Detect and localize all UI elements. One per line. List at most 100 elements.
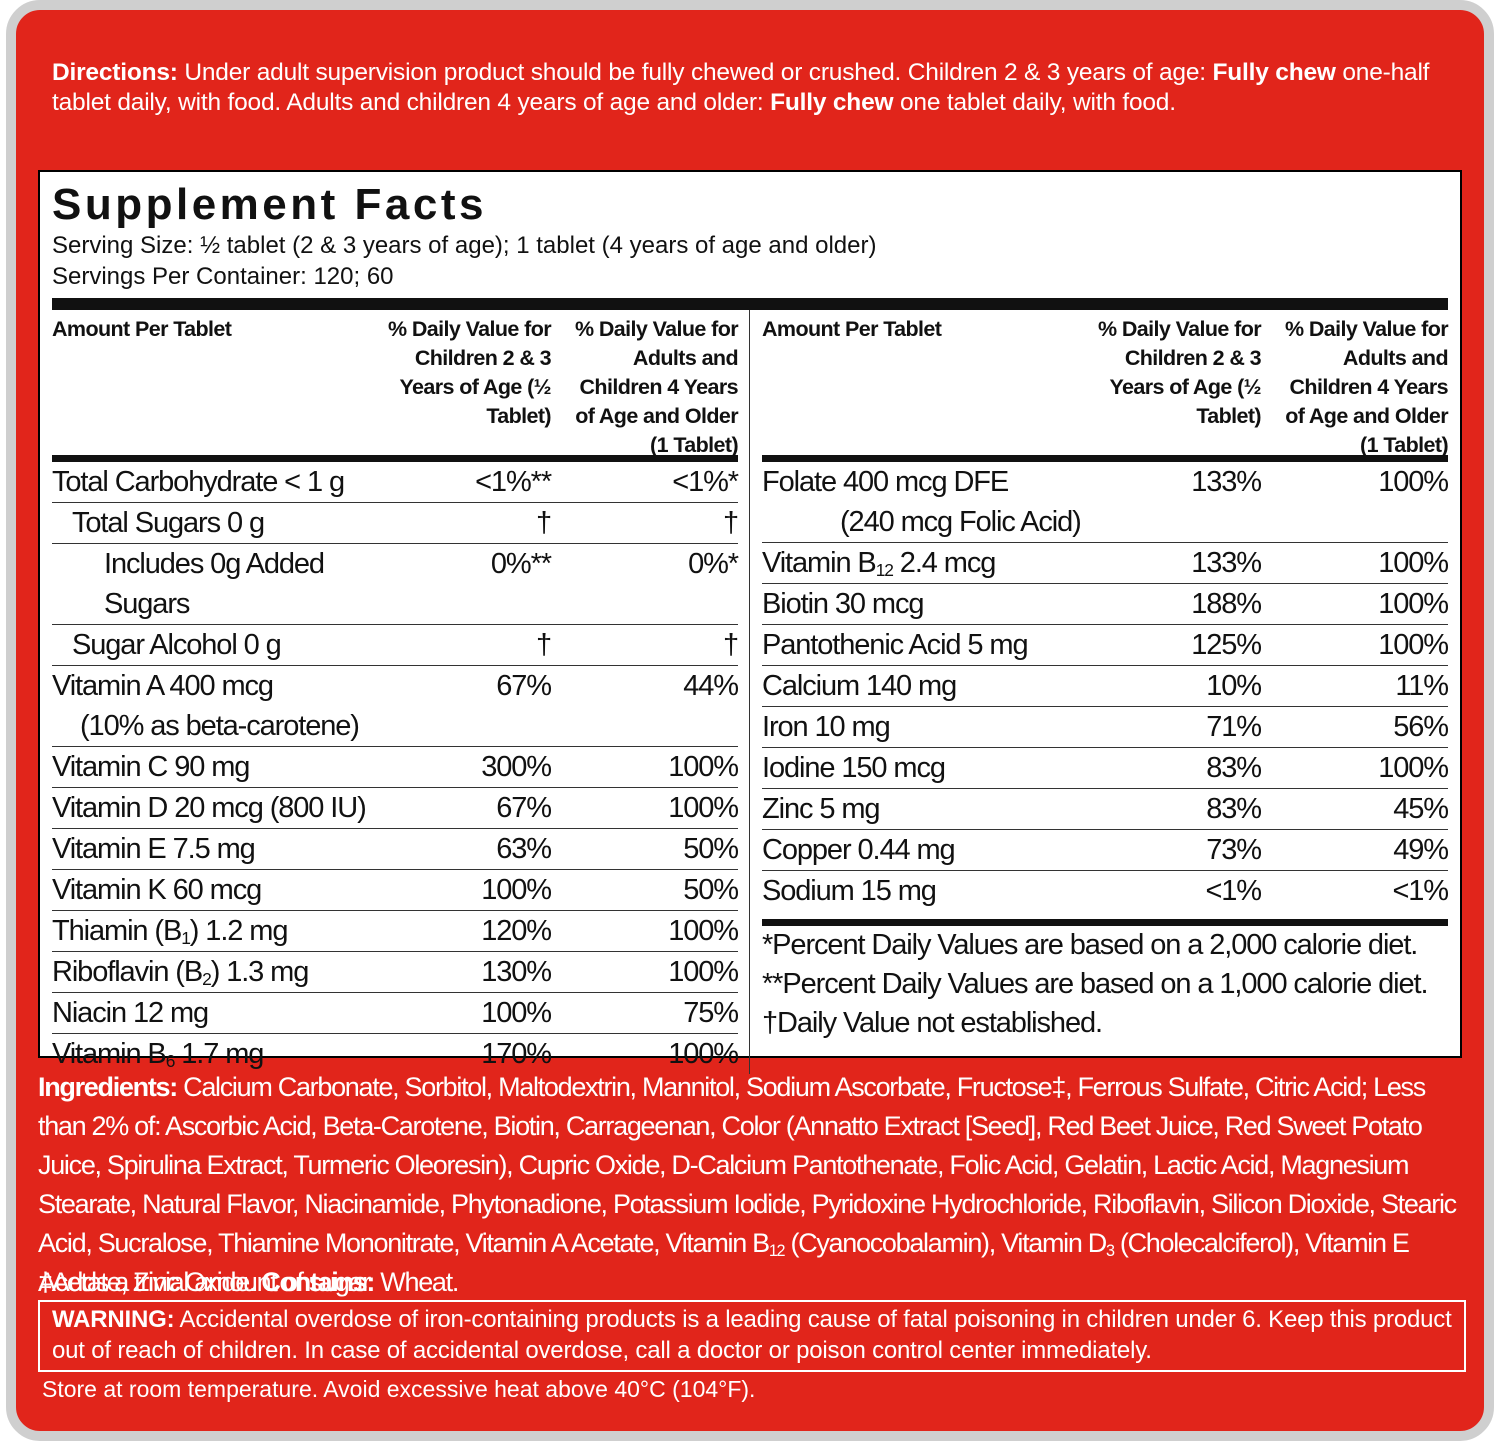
text: Includes 0g Added Sugars	[104, 548, 325, 620]
nutrient-row: Iodine 150 mcg 83% 100%	[762, 747, 1449, 788]
dv-children: 71%	[1206, 711, 1262, 743]
nutrient-name: Iron 10 mg	[762, 707, 1091, 747]
directions: Directions: Under adult supervision prod…	[52, 58, 1452, 118]
nutrient-name: Iodine 150 mcg	[762, 748, 1091, 788]
text: Calcium 140 mg	[762, 670, 957, 702]
nutrient-name: Vitamin B6 1.7 mg	[52, 1034, 381, 1074]
dv-adults: 100%	[1378, 466, 1449, 498]
text: Total Sugars 0 g	[72, 507, 265, 539]
nutrient-name: Calcium 140 mg	[762, 666, 1091, 706]
right-table: Amount Per Tablet % Daily Value for Child…	[750, 310, 1449, 1074]
facts-table: Amount Per Tablet % Daily Value for Child…	[52, 298, 1449, 1074]
nutrient-row: Total Carbohydrate < 1 g <1%** <1%*	[52, 462, 739, 502]
text: Iron 10 mg	[762, 711, 891, 743]
dv-children: 130%	[481, 956, 552, 988]
text: Thiamin (B	[52, 915, 182, 947]
text: Vitamin E 7.5 mg	[52, 833, 256, 865]
text: 1.7 mg	[174, 1038, 264, 1070]
text: Biotin 30 mcg	[762, 588, 925, 620]
nutrient-name: Vitamin E 7.5 mg	[52, 829, 381, 869]
dv-adults: 49%	[1393, 834, 1449, 866]
nutrient-row: Vitamin E 7.5 mg 63% 50%	[52, 828, 739, 869]
nutrient-name: Includes 0g Added Sugars	[52, 544, 381, 624]
nutrient-row: Zinc 5 mg 83% 45%	[762, 788, 1449, 829]
dv-adults: <1%	[1392, 875, 1449, 907]
footnote: *Percent Daily Values are based on a 2,0…	[762, 929, 1418, 961]
bold-text: Directions:	[52, 59, 178, 86]
dv-adults: <1%*	[672, 466, 739, 498]
nutrient-name: Copper 0.44 mg	[762, 830, 1091, 870]
nutrient-row: Folate 400 mcg DFE (240 mcg Folic Acid) 13…	[762, 462, 1449, 542]
table-header: Amount Per Tablet % Daily Value for Child…	[52, 310, 739, 462]
footnote: †Daily Value not established.	[762, 1007, 1103, 1039]
column-header: Amount Per Tablet	[762, 317, 942, 341]
nutrient-row: Iron 10 mg 71% 56%	[762, 706, 1449, 747]
nutrient-name: Vitamin A 400 mcg (10% as beta-carotene)	[52, 666, 381, 746]
nutrient-name: Vitamin K 60 mcg	[52, 870, 381, 910]
nutrient-name: Total Carbohydrate < 1 g	[52, 462, 381, 502]
serving-size: Serving Size: ½ tablet (2 & 3 years of a…	[52, 232, 877, 259]
dv-adults: 100%	[668, 1038, 739, 1070]
ingredients: Ingredients: Calcium Carbonate, Sorbitol…	[38, 1068, 1468, 1302]
dv-children: 188%	[1191, 588, 1262, 620]
nutrient-name: Sugar Alcohol 0 g	[52, 625, 381, 665]
dv-adults: 0%*	[688, 548, 739, 580]
text: 2.4 mcg	[892, 547, 997, 579]
dv-adults: 100%	[668, 915, 739, 947]
nutrient-name: Pantothenic Acid 5 mg	[762, 625, 1091, 665]
dv-children: 10%	[1206, 670, 1262, 702]
dv-children: 73%	[1206, 834, 1262, 866]
nutrient-row: Vitamin B12 2.4 mcg 133% 100%	[762, 542, 1449, 583]
nutrient-name: Folate 400 mcg DFE (240 mcg Folic Acid)	[762, 462, 1091, 542]
warning: WARNING: Accidental overdose of iron-con…	[38, 1300, 1466, 1372]
subscript: 3	[1106, 1242, 1115, 1260]
text: Iodine 150 mcg	[762, 752, 946, 784]
nutrient-name: Vitamin B12 2.4 mcg	[762, 543, 1091, 583]
column-header: % Daily Value for Children 2 & 3 Years o…	[1097, 317, 1262, 428]
dv-children: 67%	[496, 670, 552, 702]
nutrient-name: Total Sugars 0 g	[52, 503, 381, 543]
dv-adults: 100%	[1378, 629, 1449, 661]
text: Vitamin B	[52, 1038, 167, 1070]
dv-children: 67%	[496, 792, 552, 824]
text: Vitamin A 400 mcg	[52, 670, 274, 702]
nutrient-name: Thiamin (B1) 1.2 mg	[52, 911, 381, 951]
dv-children: 133%	[1191, 466, 1262, 498]
dv-adults: 100%	[1378, 547, 1449, 579]
column-header: % Daily Value for Adults and Children 4 …	[574, 317, 739, 457]
dv-adults: 44%	[683, 670, 739, 702]
dv-adults: 11%	[1395, 670, 1449, 702]
nutrient-name: Sodium 15 mg	[762, 871, 1091, 911]
dv-children: †	[535, 507, 552, 539]
nutrient-row: Niacin 12 mg 100% 75%	[52, 992, 739, 1033]
facts-title: Supplement Facts	[52, 180, 487, 229]
nutrient-row: Biotin 30 mcg 188% 100%	[762, 583, 1449, 624]
nutrient-row: Vitamin B6 1.7 mg 170% 100%	[52, 1033, 739, 1074]
column-header: % Daily Value for Adults and Children 4 …	[1284, 317, 1449, 457]
storage: Store at room temperature. Avoid excessi…	[42, 1376, 756, 1402]
nutrient-name: Riboflavin (B2) 1.3 mg	[52, 952, 381, 992]
dv-adults: 100%	[668, 751, 739, 783]
text: Vitamin D 20 mcg (800 IU)	[52, 792, 367, 824]
bold-text: WARNING:	[52, 1306, 175, 1333]
text: Vitamin C 90 mg	[52, 751, 250, 783]
dv-children: 300%	[481, 751, 552, 783]
dv-adults: 100%	[1378, 752, 1449, 784]
text: Riboflavin (B	[52, 956, 203, 988]
dv-children: 83%	[1206, 793, 1262, 825]
nutrient-row: Thiamin (B1) 1.2 mg 120% 100%	[52, 910, 739, 951]
text: (Cyanocobalamin), Vitamin D	[784, 1228, 1107, 1258]
nutrient-row: Sugar Alcohol 0 g † †	[52, 624, 739, 665]
text: Wheat.	[374, 1267, 459, 1297]
text: Vitamin K 60 mcg	[52, 874, 262, 906]
bold-text: Fully chew	[770, 89, 894, 116]
servings-per-container: Servings Per Container: 120; 60	[52, 263, 394, 290]
dv-adults: 45%	[1393, 793, 1449, 825]
subscript: 12	[768, 1242, 786, 1260]
dv-children: 170%	[481, 1038, 552, 1070]
column-header: Amount Per Tablet	[52, 317, 232, 341]
dv-adults: 100%	[668, 792, 739, 824]
dv-adults: 50%	[683, 874, 739, 906]
dv-adults: 50%	[683, 833, 739, 865]
subscript: 6	[165, 1051, 176, 1071]
